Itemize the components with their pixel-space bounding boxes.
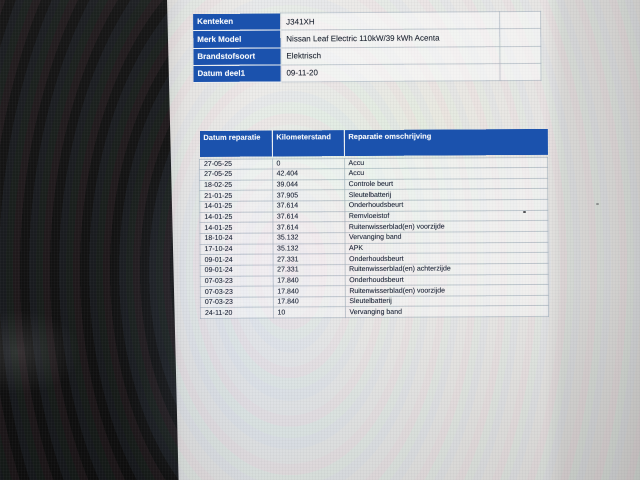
table-cell: 27.331 [272,264,345,276]
info-empty-cell [499,11,541,29]
table-cell: 37.614 [272,200,345,212]
header-reparatie-omschrijving: Reparatie omschrijving [343,128,548,157]
table-cell: 37.905 [272,190,345,202]
table-cell: 17-10-24 [200,243,273,255]
table-cell: 27-05-25 [199,158,273,170]
table-cell: 09-01-24 [200,254,273,266]
table-cell: 37.614 [272,221,345,234]
table-cell: 14-01-25 [199,211,273,223]
info-value: J341XH [280,11,500,31]
info-label: Merk Model [193,30,281,49]
header-datum-reparatie: Datum reparatie [199,130,272,158]
repair-table-header-row: Datum reparatie Kilometerstand Reparatie… [199,128,548,158]
info-row-brandstofsoort[interactable]: Brandstofsoort Elektrisch [193,45,541,66]
table-cell: 07-03-23 [200,286,273,298]
table-cell: 14-01-25 [199,222,273,234]
table-cell: 07-03-23 [200,275,273,287]
table-cell: 37.614 [272,211,345,223]
table-cell: 27.331 [272,253,345,265]
table-cell: 07-03-23 [200,296,273,308]
info-label: Kenteken [193,13,281,31]
table-cell: 10 [272,307,345,319]
table-cell: 18-02-25 [199,179,273,191]
info-value: Nissan Leaf Electric 110kW/39 kWh Acenta [280,28,500,48]
repair-history-table: Datum reparatie Kilometerstand Reparatie… [199,128,549,319]
header-kilometerstand: Kilometerstand [271,130,344,157]
table-cell: 24-11-20 [200,307,273,319]
info-label: Datum deel1 [193,64,282,83]
table-cell: 09-01-24 [200,264,273,277]
table-cell: 14-01-25 [199,201,273,213]
info-row-kenteken[interactable]: Kenteken J341XH [193,11,541,31]
info-row-datum-deel1[interactable]: Datum deel1 09-11-20 [193,63,542,83]
info-empty-cell [499,28,541,47]
repair-table-body: 27-05-25 0 Accu 27-05-25 42.404 Accu 18-02-25 3… [199,155,549,319]
table-cell: 35.132 [272,243,345,255]
table-cell: 0 [271,158,345,170]
info-empty-cell [499,45,541,64]
vehicle-info-table: Kenteken J341XH Merk Model Nissan Leaf E… [193,11,542,83]
table-cell: 42.404 [272,168,345,180]
table-cell: 17.840 [272,296,345,308]
dust-speck [596,203,599,205]
table-cell: 21-01-25 [199,190,273,202]
info-value: 09-11-20 [280,63,501,83]
table-cell: Vervanging band [344,305,549,318]
table-cell: 39.044 [272,179,345,191]
table-cell: 17.840 [272,285,345,297]
table-row[interactable]: 24-11-20 10 Vervanging band [200,305,549,319]
table-cell: 27-05-25 [199,169,273,181]
table-cell: 17.840 [272,275,345,287]
info-empty-cell [499,63,542,81]
info-label: Brandstofsoort [193,47,281,66]
info-value: Elektrisch [280,46,500,65]
table-cell: 35.132 [272,232,345,244]
dust-speck [523,211,526,213]
info-row-merk-model[interactable]: Merk Model Nissan Leaf Electric 110kW/39… [193,28,541,49]
table-cell: 18-10-24 [199,233,273,245]
